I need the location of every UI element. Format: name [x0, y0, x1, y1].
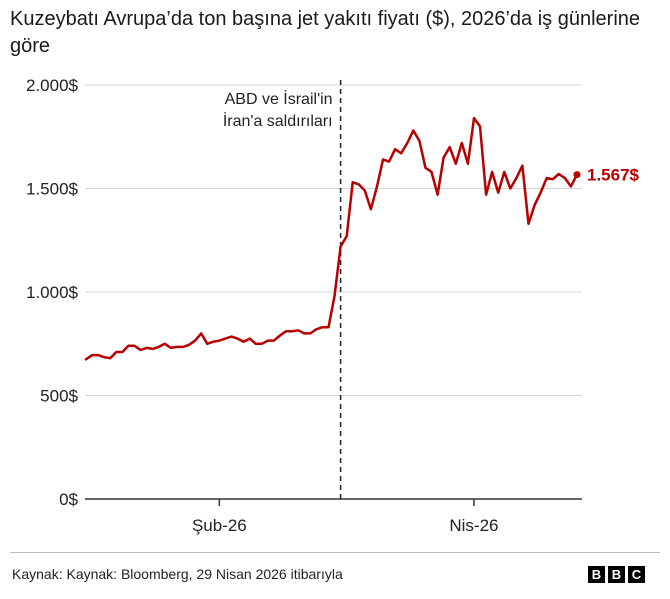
series-line — [84, 116, 579, 361]
chart-title: Kuzeybatı Avrupa’da ton başına jet yakıt… — [10, 8, 641, 57]
line-chart: 0$ 500$ 1.000$ 1.500$ 2.000$ Şub-26 Nis-26 AB… — [26, 76, 640, 535]
annotation-label: ABD ve İsrail'in — [225, 89, 333, 108]
gridlines — [85, 84, 582, 396]
end-value-label: 1.567$ — [587, 166, 640, 185]
y-axis-tick-labels: 0$ 500$ 1.000$ 1.500$ 2.000$ — [26, 76, 79, 509]
footer-divider — [10, 552, 660, 553]
y-tick-label: 1.000$ — [26, 283, 79, 302]
bbc-logo-letter: B — [608, 566, 625, 583]
bbc-logo-letter: B — [588, 566, 605, 583]
bbc-logo-letter: C — [628, 566, 645, 583]
x-axis: Şub-26 Nis-26 — [85, 498, 582, 535]
y-tick-label: 500$ — [40, 387, 78, 406]
y-tick-label: 1.500$ — [26, 180, 79, 199]
event-annotation: ABD ve İsrail'in İran'a saldırıları — [223, 80, 342, 499]
last-value-marker — [573, 171, 581, 179]
annotation-label: İran'a saldırıları — [223, 111, 333, 130]
x-tick-label: Şub-26 — [192, 516, 247, 535]
y-tick-label: 0$ — [59, 490, 78, 509]
bbc-logo: B B C — [588, 566, 645, 583]
y-tick-label: 2.000$ — [26, 76, 79, 95]
source-note: Kaynak: Kaynak: Bloomberg, 29 Nisan 2026… — [12, 566, 343, 582]
x-tick-label: Nis-26 — [449, 516, 498, 535]
series-jet-fuel-price: 1.567$ — [84, 116, 640, 361]
